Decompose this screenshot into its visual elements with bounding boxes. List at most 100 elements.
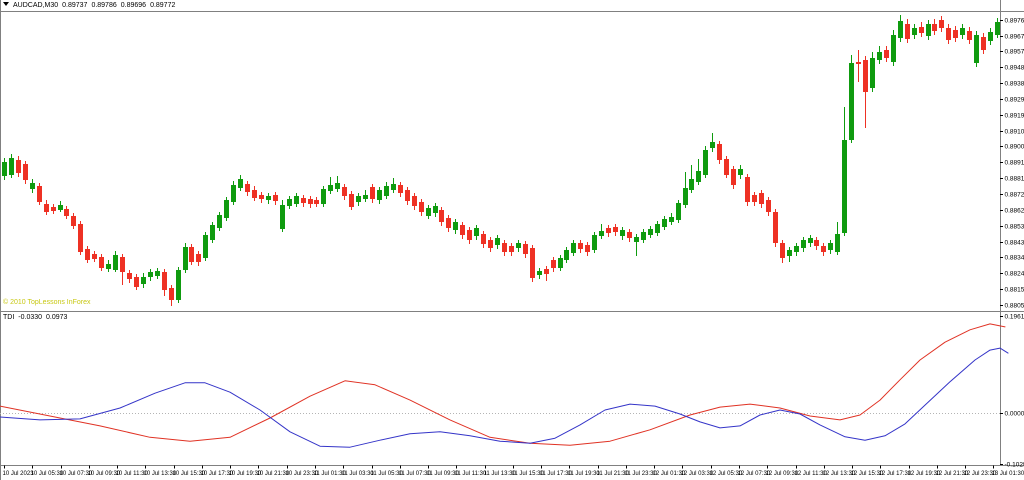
candle-body: [238, 179, 243, 188]
candle-body: [176, 270, 181, 300]
candle-body: [460, 225, 465, 235]
candle-body: [44, 204, 49, 212]
candle-body: [377, 190, 382, 200]
candle-body: [481, 234, 486, 244]
candle-body: [926, 24, 931, 36]
candle-body: [252, 190, 257, 198]
time-axis-label: 11 Jul 23:30: [625, 471, 658, 477]
tdi-blue-line: [0, 347, 1009, 448]
candle-body: [405, 190, 410, 201]
candle-body: [960, 28, 965, 35]
candle-body: [752, 195, 757, 202]
candle-body: [821, 246, 826, 252]
time-axis-label: 11 Jul 09:30: [427, 471, 460, 477]
price-axis-label: 0.89385: [1005, 81, 1024, 88]
candle-body: [773, 212, 778, 243]
candle-body: [731, 169, 736, 185]
watermark-text: © 2010 TopLessons InForex: [3, 299, 91, 306]
candle-body: [974, 35, 979, 63]
candle-body: [835, 234, 840, 252]
candle-body: [398, 185, 403, 193]
candle-body: [710, 142, 715, 148]
indicator-axis-label: 0.0000: [1005, 411, 1024, 418]
candle-body: [370, 187, 375, 199]
candle-body: [314, 200, 319, 204]
candle-body: [585, 245, 590, 252]
candle-body: [127, 273, 132, 279]
candle-body: [273, 195, 278, 201]
candle-body: [16, 160, 21, 173]
candle-body: [342, 187, 347, 196]
candle-body: [356, 196, 361, 202]
quote-open: 0.89737: [62, 2, 88, 9]
candle-body: [613, 227, 618, 232]
candle-body: [120, 257, 125, 272]
candle-body: [877, 52, 882, 60]
symbol-dropdown-icon[interactable]: [3, 2, 9, 6]
candle-body: [439, 210, 444, 222]
candle-body: [294, 196, 299, 204]
indicator-value-2: 0.0973: [46, 314, 68, 321]
tdi-red-line: [0, 323, 1006, 446]
candle-body: [884, 50, 889, 58]
time-axis-label: 10 Jul 05:30: [31, 471, 64, 477]
candle-body: [189, 247, 194, 262]
indicator-label: TDI -0.0330 0.0973: [3, 314, 71, 321]
candle-body: [516, 243, 521, 248]
time-axis-label: 12 Jul 19:30: [908, 471, 941, 477]
time-axis-label: 11 Jul 05:30: [371, 471, 404, 477]
candle-body: [426, 208, 431, 216]
time-axis-label: 11 Jul 17:30: [540, 471, 573, 477]
candle-body: [287, 199, 292, 206]
price-axis-label: 0.89575: [1005, 49, 1024, 56]
candle-body: [717, 144, 722, 160]
candle-body: [64, 209, 69, 216]
time-axis-label: 11 Jul 03:30: [342, 471, 375, 477]
candle-body: [321, 189, 326, 204]
candle-body: [919, 27, 924, 33]
time-axis-label: 13 Jul 01:30: [992, 471, 1024, 477]
candle-body: [967, 31, 972, 40]
time-axis-label: 10 Jul 23:30: [286, 471, 319, 477]
candle-body: [183, 247, 188, 270]
candle-body: [30, 183, 35, 189]
time-axis-label: 12 Jul 09:30: [766, 471, 799, 477]
candle-body: [558, 258, 563, 268]
time-axis-label: 10 Jul 09:30: [88, 471, 121, 477]
candle-body: [363, 195, 368, 199]
candle-body: [912, 28, 917, 35]
candle-body: [648, 229, 653, 235]
candle-body: [669, 217, 674, 222]
time-axis-label: 10 Jul 13:30: [144, 471, 177, 477]
time-axis-label: 11 Jul 07:30: [399, 471, 432, 477]
candle-body: [801, 240, 806, 248]
candle-body: [898, 21, 903, 38]
candle-body: [37, 186, 42, 202]
time-axis-label: 12 Jul 21:30: [936, 471, 969, 477]
candle-body: [384, 186, 389, 196]
candle-body: [544, 269, 549, 274]
candle-body: [446, 218, 451, 228]
candle-body: [946, 28, 951, 40]
candle-body: [842, 140, 847, 233]
quote-close: 0.89772: [150, 2, 176, 9]
candle-body: [210, 225, 215, 240]
price-axis-label: 0.89765: [1005, 18, 1024, 25]
time-axis-label: 12 Jul 11:30: [795, 471, 828, 477]
candle-body: [134, 277, 139, 287]
candle-body: [203, 235, 208, 258]
price-axis-label: 0.88815: [1005, 176, 1024, 183]
candle-body: [745, 177, 750, 202]
time-axis-label: 12 Jul 13:30: [823, 471, 856, 477]
candle-body: [71, 216, 76, 226]
candle-body: [703, 150, 708, 175]
candle-body: [433, 206, 438, 213]
candle-body: [780, 243, 785, 258]
time-axis-label: 12 Jul 15:30: [851, 471, 884, 477]
candle-body: [391, 184, 396, 190]
candle-body: [92, 254, 97, 259]
